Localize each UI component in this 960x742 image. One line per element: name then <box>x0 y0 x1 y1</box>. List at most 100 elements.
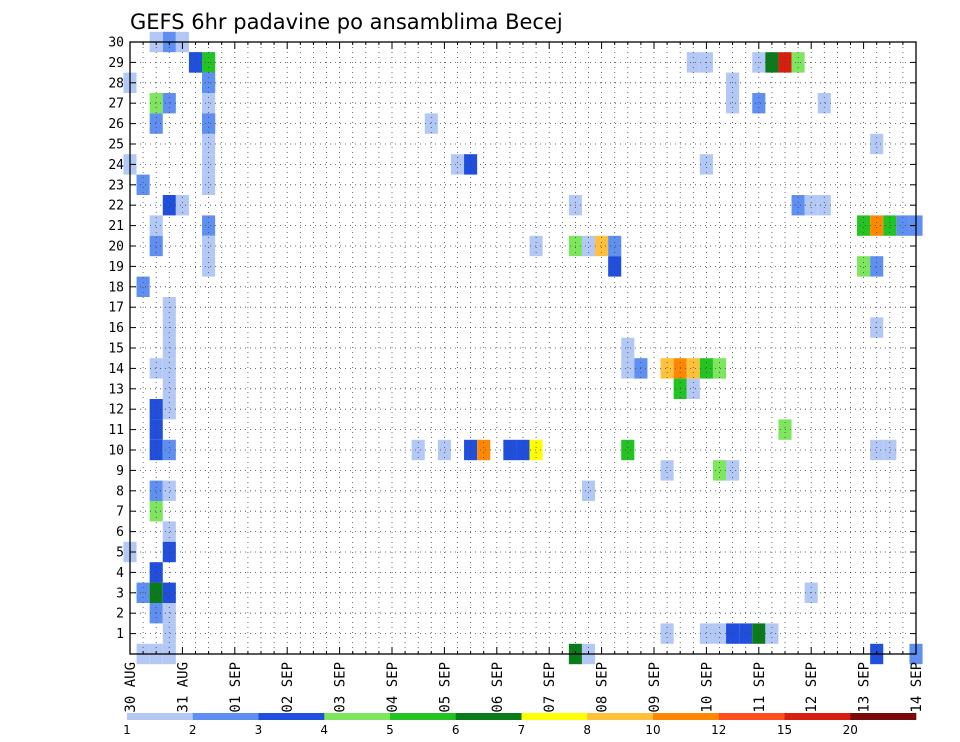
precip-cell <box>450 154 465 175</box>
colorbar-swatch <box>784 713 851 720</box>
y-tick-label: 16 <box>108 321 124 336</box>
precip-cell <box>202 113 216 134</box>
precip-cell <box>424 113 438 134</box>
precip-cell <box>202 235 216 257</box>
precip-cell <box>857 256 871 277</box>
colorbar-label: 3 <box>255 723 263 737</box>
precip-cell <box>149 215 163 236</box>
colorbar-label: 10 <box>645 723 660 737</box>
precip-cell <box>699 623 713 644</box>
colorbar-label: 8 <box>583 723 591 737</box>
precip-cell <box>660 460 674 481</box>
y-tick-label: 19 <box>108 260 124 275</box>
y-tick-label: 24 <box>108 158 124 173</box>
precip-cell <box>621 358 635 379</box>
precip-cell <box>503 439 517 461</box>
x-tick-label: 08 SEP <box>595 662 611 713</box>
y-tick-label: 2 <box>116 607 124 622</box>
precip-cell <box>149 501 163 522</box>
x-tick-label: 02 SEP <box>280 662 296 713</box>
x-tick-label: 30 AUG <box>123 662 139 713</box>
precip-cell <box>162 623 176 644</box>
precip-cell <box>411 439 425 461</box>
y-tick-label: 12 <box>108 403 124 418</box>
precip-cell <box>752 623 766 644</box>
precip-cell <box>149 419 163 440</box>
precip-cell <box>608 256 622 277</box>
x-tick-label: 03 SEP <box>333 662 349 713</box>
precip-cell <box>870 439 884 461</box>
chart-title: GEFS 6hr padavine po ansamblima Becej <box>130 10 563 34</box>
x-tick-label: 07 SEP <box>542 662 558 713</box>
precip-cell <box>660 623 674 644</box>
precip-cell <box>660 358 674 379</box>
x-tick-label: 14 SEP <box>909 662 925 713</box>
x-tick-label: 13 SEP <box>857 662 873 713</box>
precip-cell <box>896 215 910 236</box>
precip-cell <box>686 378 700 399</box>
precip-cell <box>162 358 176 379</box>
precip-cell <box>162 93 176 114</box>
precip-cell <box>791 195 805 216</box>
colorbar-legend: 1 2 3 4 5 6 7 8 10 12 15 20 <box>123 713 917 737</box>
precip-cell <box>437 439 451 461</box>
precip-cell <box>712 460 727 481</box>
x-tick-label: 06 SEP <box>490 662 506 713</box>
y-tick-label: 26 <box>108 117 124 132</box>
x-axis-ticks: 30 AUG 31 AUG 01 SEP 02 SEP 03 SEP 04 SEP 05 S… <box>123 42 925 713</box>
y-tick-label: 15 <box>108 342 124 357</box>
precip-cell <box>726 93 740 114</box>
precip-cell <box>752 93 766 114</box>
precip-cell <box>202 93 216 114</box>
precip-cell <box>202 215 216 236</box>
precip-cell <box>870 215 884 236</box>
colorbar-swatch <box>390 713 457 720</box>
colorbar-label: 15 <box>777 723 792 737</box>
y-tick-label: 25 <box>108 138 124 153</box>
precip-cell <box>726 460 740 481</box>
precip-cell <box>149 235 163 257</box>
y-tick-label: 23 <box>108 178 124 193</box>
y-tick-label: 8 <box>116 484 124 499</box>
colorbar-swatch <box>192 713 259 720</box>
colorbar-label: 12 <box>711 723 726 737</box>
precip-cell <box>581 480 596 501</box>
x-tick-label: 05 SEP <box>437 662 453 713</box>
precip-cell <box>529 235 543 257</box>
y-tick-label: 21 <box>108 219 124 234</box>
colorbar-label: 2 <box>189 723 197 737</box>
y-axis-ticks: 1234567891011121314151617181920212223242… <box>108 36 916 642</box>
precip-cell <box>136 174 150 195</box>
y-tick-label: 3 <box>116 586 124 601</box>
precip-cell <box>621 439 635 461</box>
precip-cell <box>162 603 176 624</box>
precip-cell <box>149 113 163 134</box>
x-tick-label: 10 SEP <box>699 662 715 713</box>
colorbar-label: 1 <box>123 723 131 737</box>
precip-cell <box>712 358 727 379</box>
precip-cell <box>857 215 871 236</box>
precip-cell <box>883 439 897 461</box>
colorbar-label: 5 <box>386 723 394 737</box>
x-tick-label: 09 SEP <box>647 662 663 713</box>
precip-cell <box>765 623 779 644</box>
y-tick-label: 1 <box>116 627 124 642</box>
precip-cell <box>162 439 176 461</box>
precip-cell <box>595 235 609 257</box>
precip-cell <box>516 439 530 461</box>
precip-cell <box>581 235 596 257</box>
y-tick-label: 14 <box>108 362 124 377</box>
x-tick-label: 31 AUG <box>175 662 191 713</box>
x-tick-label: 04 SEP <box>385 662 401 713</box>
precip-cell <box>136 276 150 297</box>
precip-cell <box>162 521 176 542</box>
y-tick-label: 4 <box>116 566 124 581</box>
colorbar-label: 7 <box>518 723 526 737</box>
y-tick-label: 6 <box>116 525 124 540</box>
precip-cell <box>149 439 163 461</box>
precip-cell <box>149 480 163 501</box>
y-tick-label: 18 <box>108 280 124 295</box>
colorbar-swatch <box>653 713 720 720</box>
y-tick-label: 13 <box>108 382 124 397</box>
